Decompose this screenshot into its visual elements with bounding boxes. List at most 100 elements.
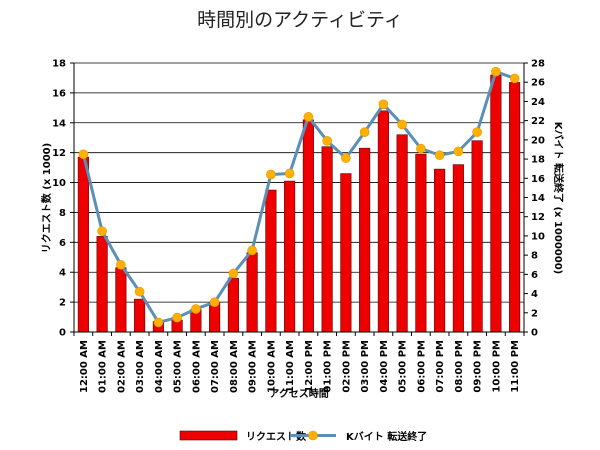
bar bbox=[302, 119, 314, 333]
x-tick-label: 06:00 AM bbox=[191, 340, 202, 393]
y-right-tick-label: 14 bbox=[531, 193, 545, 204]
y-left-tick-label: 4 bbox=[59, 268, 66, 279]
y-left-tick-label: 12 bbox=[52, 148, 66, 159]
line-point bbox=[191, 304, 201, 314]
line-point bbox=[153, 317, 164, 328]
y-left-tick-label: 10 bbox=[52, 178, 66, 189]
x-axis-label: アクセス時間 bbox=[269, 387, 329, 400]
line-point bbox=[359, 127, 370, 137]
y-right-tick-label: 4 bbox=[531, 289, 538, 300]
bar bbox=[246, 252, 258, 333]
bar bbox=[321, 146, 333, 333]
y-left-tick-label: 8 bbox=[59, 208, 66, 219]
x-tick-label: 09:00 PM bbox=[473, 340, 484, 393]
line-point bbox=[284, 168, 295, 179]
x-tick-label: 03:00 AM bbox=[135, 340, 146, 393]
grid bbox=[74, 62, 524, 303]
legend-line-marker bbox=[308, 430, 318, 441]
bar bbox=[359, 147, 371, 333]
bar bbox=[471, 140, 483, 333]
bar bbox=[415, 153, 427, 333]
line-point bbox=[416, 143, 426, 154]
x-tick-label: 03:00 PM bbox=[360, 340, 371, 393]
bar bbox=[284, 180, 296, 333]
bar bbox=[434, 168, 446, 333]
line-point bbox=[453, 146, 464, 157]
x-tick-label: 07:00 PM bbox=[435, 340, 446, 393]
x-tick-label: 11:00 PM bbox=[510, 340, 521, 393]
y-right-tick-label: 10 bbox=[531, 231, 545, 242]
line-point bbox=[491, 66, 501, 77]
y-right-tick-label: 20 bbox=[531, 135, 545, 146]
x-tick-label: 05:00 PM bbox=[398, 340, 409, 393]
line-point bbox=[134, 286, 145, 297]
y-right-tick-label: 26 bbox=[531, 78, 545, 89]
y-left-tick-label: 18 bbox=[52, 59, 66, 70]
y-axis-left-label: リクエスト数 (x 1000) bbox=[40, 143, 53, 253]
y-right-tick-label: 8 bbox=[531, 251, 538, 262]
line-series bbox=[78, 66, 520, 328]
y-right-tick-label: 2 bbox=[531, 308, 538, 319]
line-point bbox=[228, 268, 239, 279]
bar bbox=[265, 189, 277, 333]
axes bbox=[70, 62, 528, 336]
bar bbox=[509, 82, 521, 333]
bar bbox=[77, 156, 89, 333]
line-point bbox=[97, 226, 107, 236]
x-tick-label: 01:00 PM bbox=[323, 340, 334, 393]
x-tick-label: 11:00 AM bbox=[285, 340, 296, 393]
line-point bbox=[397, 119, 407, 130]
y-left-tick-label: 0 bbox=[59, 328, 66, 339]
line-point bbox=[509, 73, 520, 84]
line-path bbox=[81, 70, 516, 324]
line-point bbox=[266, 169, 276, 180]
bar bbox=[377, 110, 389, 333]
legend: リクエスト数 Kバイト 転送終了 bbox=[179, 430, 427, 443]
y-right-tick-label: 12 bbox=[531, 212, 545, 223]
line-point bbox=[209, 297, 220, 308]
x-tick-label: 01:00 AM bbox=[98, 340, 109, 393]
line-point bbox=[378, 99, 389, 110]
y-axis-right-label: Kバイト 転送終了 (x 1000000) bbox=[552, 122, 565, 275]
x-tick-label: 05:00 AM bbox=[173, 340, 184, 393]
legend-bar-swatch bbox=[179, 430, 238, 441]
y-left-tick-label: 6 bbox=[59, 238, 66, 249]
x-tick-label: 06:00 PM bbox=[416, 340, 427, 393]
bar bbox=[96, 236, 108, 333]
line-point bbox=[303, 112, 314, 122]
x-tick-label: 08:00 PM bbox=[454, 340, 465, 393]
x-tick-label: 04:00 PM bbox=[379, 340, 390, 393]
bar bbox=[396, 134, 408, 333]
x-tick-label: 07:00 AM bbox=[210, 340, 221, 393]
y-left-tick-label: 14 bbox=[52, 118, 66, 129]
x-tick-label: 08:00 AM bbox=[229, 340, 240, 393]
y-right-tick-label: 28 bbox=[531, 59, 545, 70]
x-tick-label: 02:00 PM bbox=[341, 340, 352, 393]
x-tick-label: 12:00 AM bbox=[79, 340, 90, 393]
legend-bar-label: リクエスト数 bbox=[246, 430, 307, 443]
x-tick-label: 12:00 PM bbox=[304, 340, 315, 393]
line-point bbox=[116, 259, 126, 270]
bar bbox=[115, 267, 127, 333]
line-point bbox=[322, 136, 332, 146]
line-point bbox=[247, 245, 257, 256]
line-point bbox=[78, 149, 89, 160]
x-tick-label: 09:00 AM bbox=[248, 340, 259, 393]
tick-labels: 0246810121416180246810121416182022242628… bbox=[52, 59, 545, 394]
x-tick-label: 10:00 AM bbox=[266, 340, 277, 393]
bar bbox=[340, 173, 352, 333]
bar bbox=[452, 164, 464, 333]
line-point bbox=[172, 312, 182, 323]
bar bbox=[134, 298, 146, 333]
y-left-tick-label: 2 bbox=[59, 298, 66, 309]
y-right-tick-label: 16 bbox=[531, 174, 545, 185]
x-tick-label: 10:00 PM bbox=[491, 340, 502, 393]
y-right-tick-label: 22 bbox=[531, 116, 545, 127]
legend-line-label: Kバイト 転送終了 bbox=[346, 430, 427, 443]
y-right-tick-label: 0 bbox=[531, 328, 538, 339]
chart-title: 時間別のアクティビティ bbox=[197, 9, 403, 31]
line-point bbox=[434, 150, 445, 161]
x-tick-label: 02:00 AM bbox=[116, 340, 127, 393]
y-right-tick-label: 24 bbox=[531, 97, 545, 108]
